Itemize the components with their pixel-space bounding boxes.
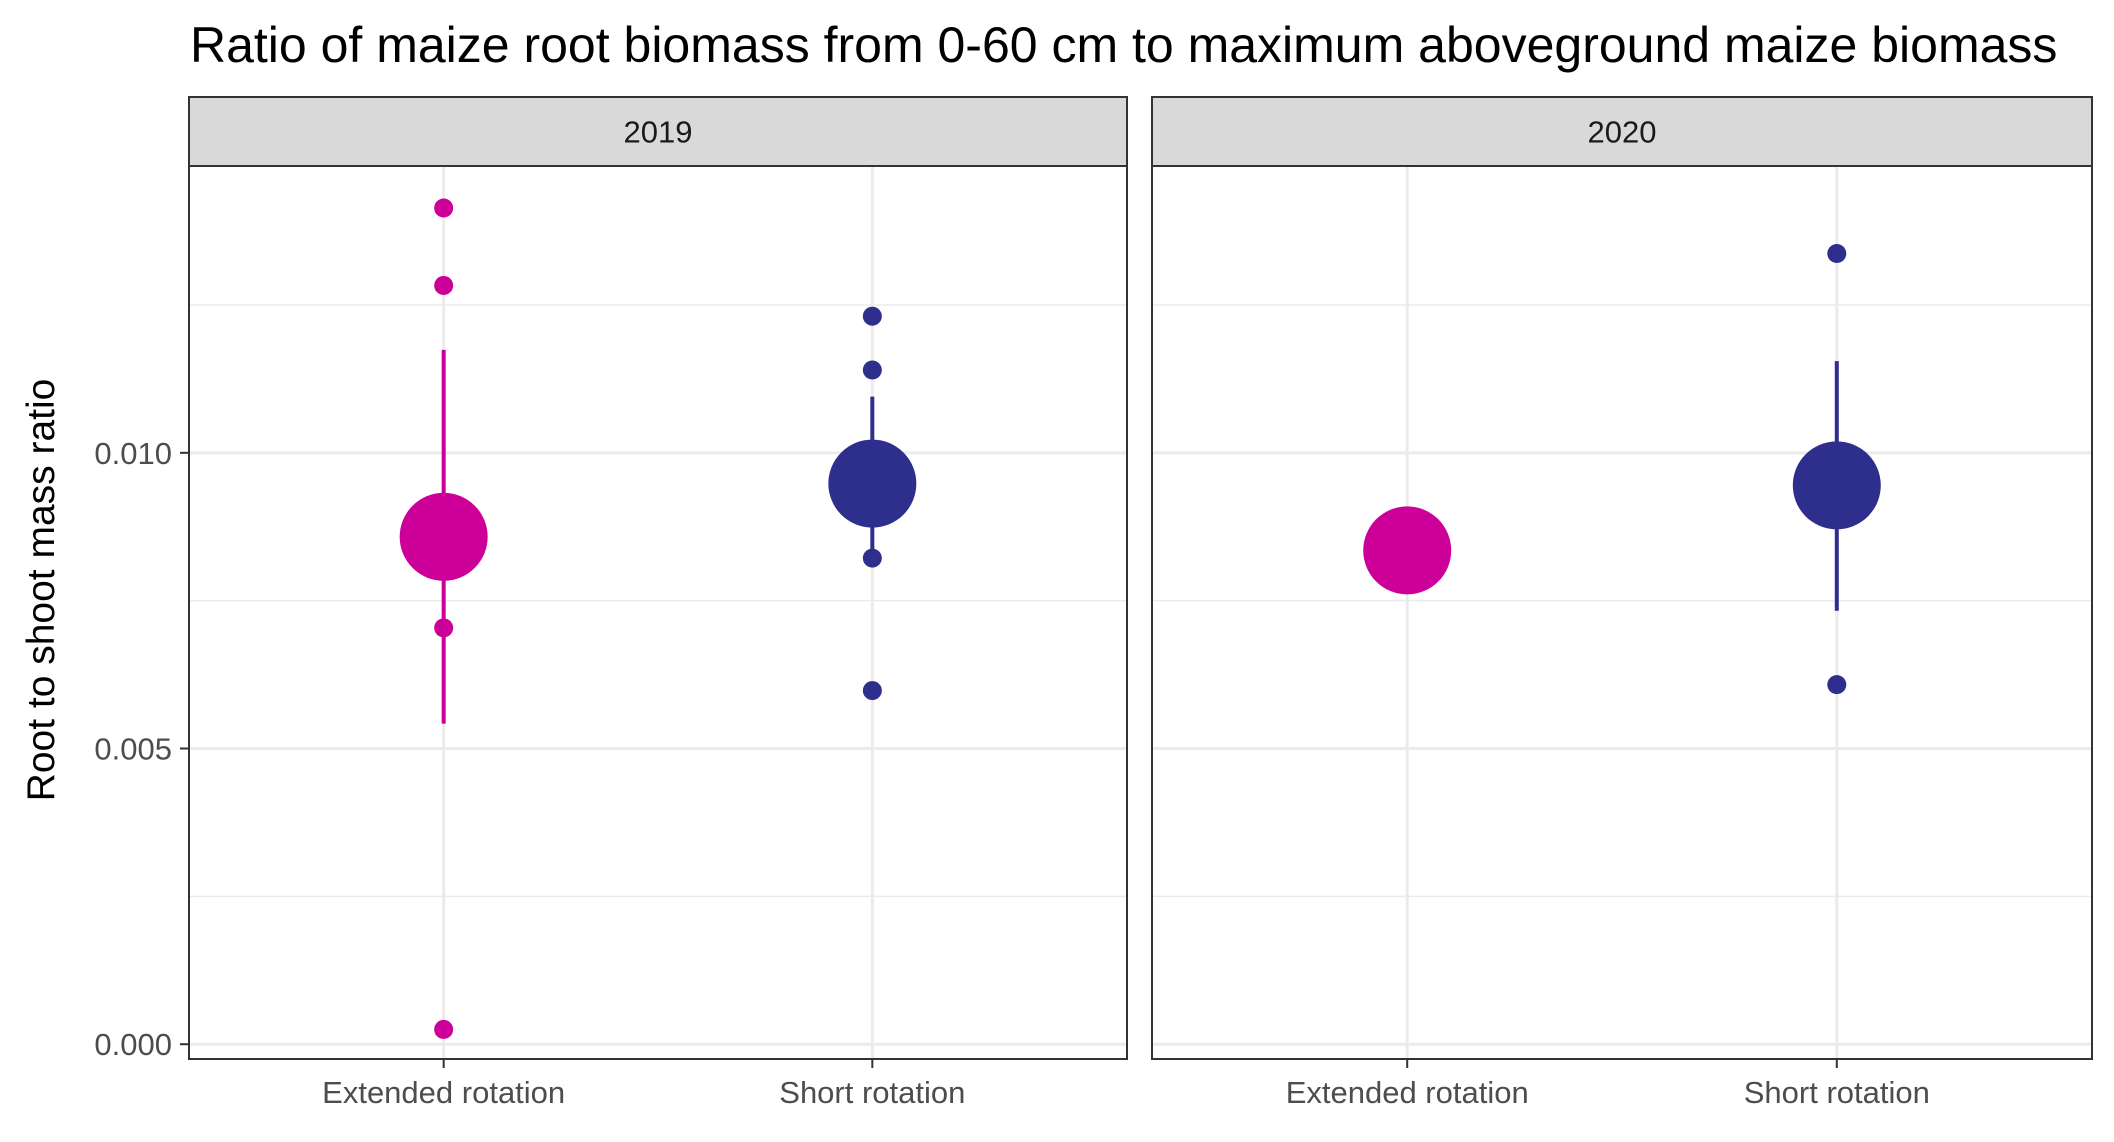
facet-strip [1151,96,2093,167]
panel-background [189,166,1127,1059]
y-tick-label: 0.010 [94,436,172,471]
observation-point-short-rotation [862,306,882,326]
x-tick-label: Short rotation [779,1075,965,1110]
observation-point-short-rotation [1827,675,1847,695]
observation-point-extended-rotation [434,275,454,295]
observation-point-extended-rotation [434,1019,454,1039]
facet-strip-label: 2020 [1588,115,1657,150]
x-tick-label: Extended rotation [1286,1075,1529,1110]
y-tick-label: 0.000 [94,1027,172,1062]
mean-point-short-rotation [828,439,917,528]
y-axis: 0.000 0.005 0.010 [94,436,189,1062]
y-axis-label: Root to shoot mass ratio [20,379,63,802]
observation-point-extended-rotation [434,618,454,638]
mean-point-short-rotation [1792,441,1881,530]
observation-point-extended-rotation [434,198,454,218]
x-tick-label: Extended rotation [322,1075,565,1110]
observation-point-short-rotation [862,548,882,568]
facet-strip-label: 2019 [624,115,693,150]
panel-background [1152,166,2092,1059]
mean-point-extended-rotation [1363,506,1452,595]
y-tick-label: 0.005 [94,732,172,767]
observation-point-short-rotation [862,681,882,701]
facet-strip [188,96,1128,167]
facet-panel-2020: 2020 Extended rotation Short rotation [1151,96,2093,1110]
observation-point-short-rotation [1827,244,1847,264]
mean-point-extended-rotation [399,492,488,581]
observation-point-short-rotation [862,360,882,380]
x-tick-label: Short rotation [1744,1075,1930,1110]
chart-title: Ratio of maize root biomass from 0-60 cm… [190,17,2057,73]
facet-panel-2019: 2019 Extended rotation Short rotation [188,96,1128,1110]
